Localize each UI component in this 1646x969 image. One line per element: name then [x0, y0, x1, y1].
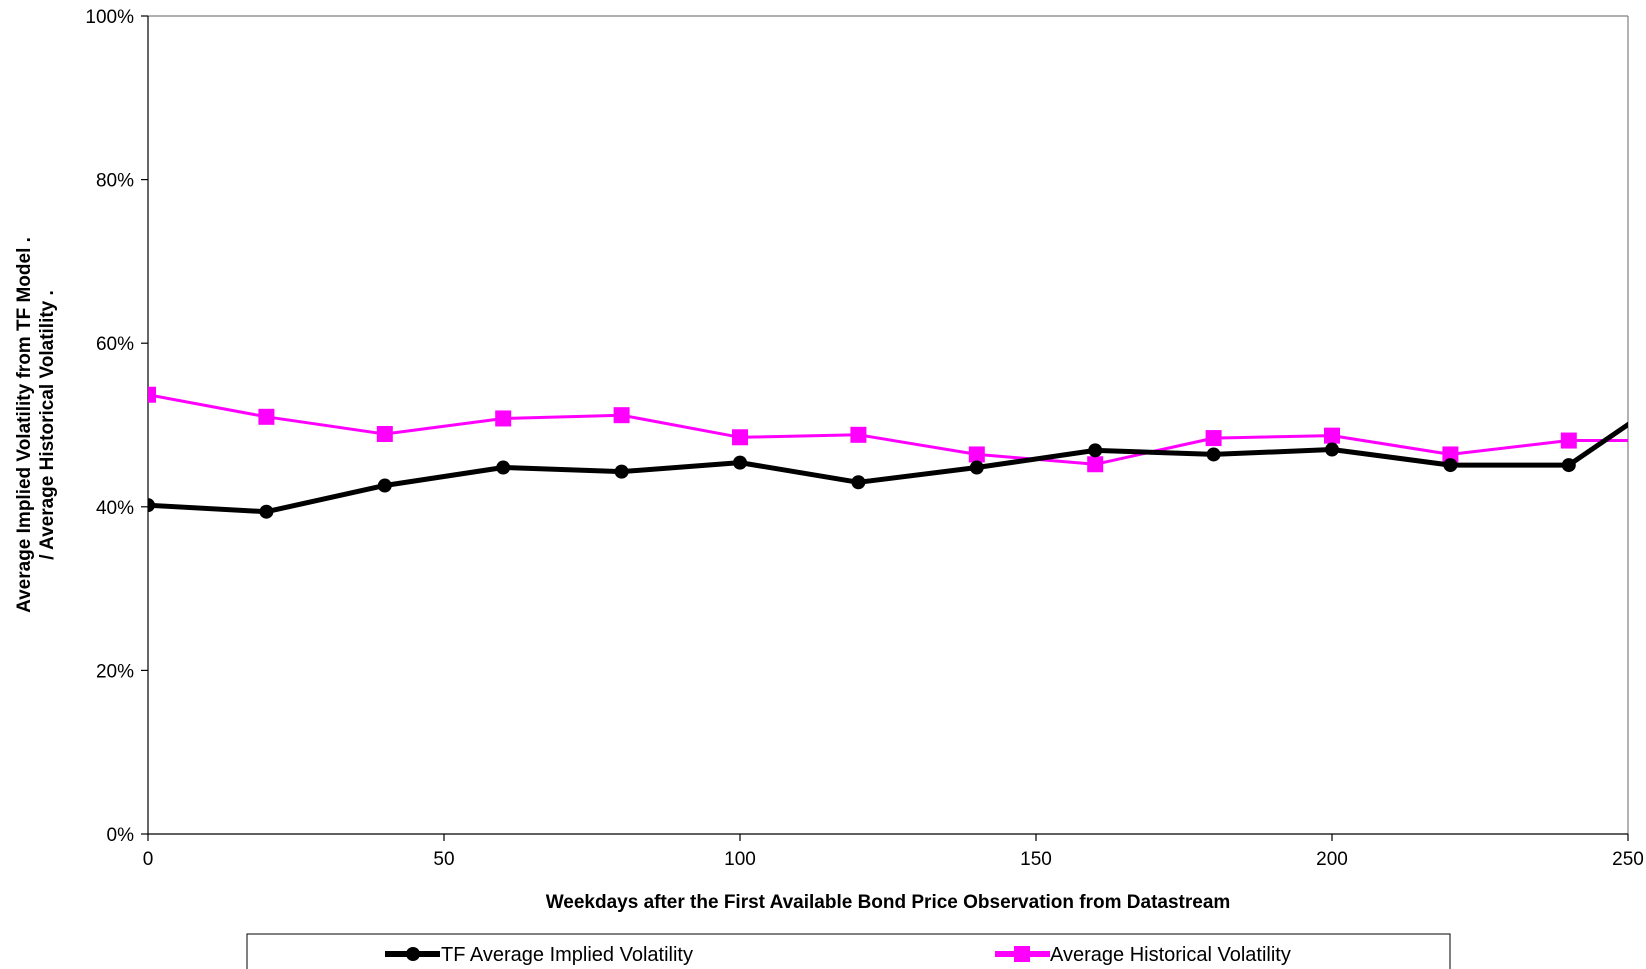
legend-item-historical: Average Historical Volatility	[995, 944, 1291, 966]
x-tick-label: 250	[1612, 849, 1644, 870]
series-layer	[148, 386, 1628, 519]
y-tick-label: 0%	[107, 825, 135, 846]
x-axis-ticks: 0 50 100 150 200 250	[143, 834, 1644, 870]
data-point-tf-implied	[733, 455, 747, 470]
x-tick-label: 50	[433, 849, 454, 870]
y-axis-title-line2: / Average Historical Volatility .	[37, 290, 58, 560]
data-point-tf-implied	[614, 464, 629, 479]
y-tick-label: 100%	[85, 7, 134, 28]
data-point-tf-implied	[1561, 458, 1576, 473]
data-point-tf-implied	[377, 478, 392, 493]
data-point-tf-implied	[1206, 447, 1221, 462]
data-point-historical	[1442, 446, 1459, 463]
legend-box	[246, 933, 1451, 969]
legend-label: TF Average Implied Volatility	[441, 944, 693, 966]
data-point-tf-implied	[1443, 458, 1458, 473]
legend-swatch-marker	[406, 947, 420, 961]
x-tick-label: 100	[724, 849, 756, 870]
data-point-tf-implied	[259, 504, 274, 519]
legend-label: Average Historical Volatility	[1050, 944, 1291, 966]
series-line-historical	[148, 393, 1628, 466]
y-axis-title: Average Implied Volatility from TF Model…	[14, 237, 58, 613]
legend-item-tf-implied: TF Average Implied Volatility	[385, 944, 693, 966]
data-point-tf-implied	[148, 498, 155, 513]
data-point-tf-implied	[1325, 442, 1339, 457]
y-axis-title-line1: Average Implied Volatility from TF Model…	[14, 237, 35, 613]
y-tick-label: 40%	[96, 498, 134, 519]
x-axis-title: Weekdays after the First Available Bond …	[546, 892, 1231, 913]
data-point-historical	[732, 429, 748, 446]
data-point-tf-implied	[969, 460, 984, 475]
legend-swatch-marker	[1014, 946, 1030, 962]
data-point-historical	[495, 410, 512, 427]
y-tick-label: 60%	[96, 334, 134, 355]
data-point-historical	[1324, 427, 1340, 444]
x-tick-label: 0	[143, 849, 154, 870]
series-line-tf-implied	[148, 421, 1628, 515]
x-tick-label: 150	[1020, 849, 1052, 870]
data-point-historical	[1087, 456, 1104, 473]
y-axis-ticks: 0% 20% 40% 60% 80% 100%	[85, 7, 148, 846]
data-point-historical	[1205, 430, 1222, 447]
data-point-historical	[850, 426, 867, 443]
data-point-historical	[148, 386, 156, 403]
y-tick-label: 80%	[96, 171, 134, 192]
data-point-historical	[1560, 432, 1577, 449]
y-tick-label: 20%	[96, 661, 134, 682]
data-point-tf-implied	[496, 460, 511, 475]
data-point-historical	[258, 408, 275, 425]
data-point-tf-implied	[851, 475, 866, 490]
data-point-historical	[613, 407, 630, 424]
data-point-historical	[968, 446, 985, 463]
data-point-tf-implied	[1088, 443, 1103, 458]
x-tick-label: 200	[1316, 849, 1348, 870]
data-point-historical	[376, 425, 393, 442]
